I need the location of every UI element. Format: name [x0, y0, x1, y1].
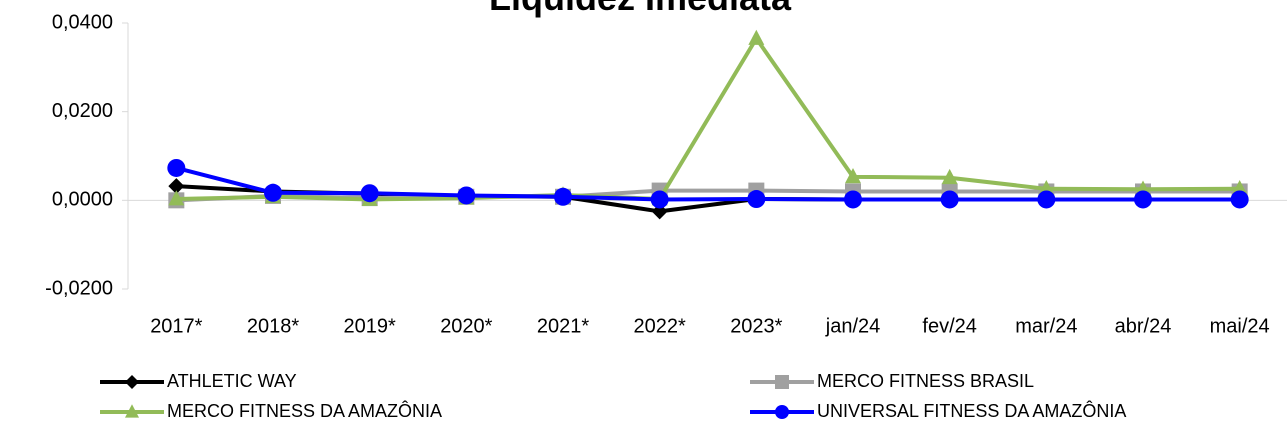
y-tick-label: 0,0000 — [52, 189, 113, 211]
y-tick-label: 0,0400 — [52, 11, 113, 33]
x-tick-label: 2019* — [344, 315, 396, 337]
marker — [941, 168, 958, 185]
legend-marker — [775, 375, 789, 389]
x-tick-label: abr/24 — [1115, 315, 1172, 337]
x-tick-label: 2023* — [730, 315, 782, 337]
x-tick-label: 2017* — [150, 315, 202, 337]
marker — [360, 184, 379, 203]
marker — [940, 190, 959, 209]
x-tick-label: jan/24 — [825, 315, 881, 337]
x-tick-label: mai/24 — [1210, 315, 1270, 337]
marker — [748, 29, 765, 45]
marker — [167, 158, 186, 177]
legend-marker — [125, 404, 139, 418]
marker — [1230, 190, 1249, 209]
marker — [650, 190, 669, 209]
y-tick-label: -0,0200 — [45, 277, 113, 299]
x-tick-label: 2020* — [440, 315, 492, 337]
legend-label: MERCO FITNESS BRASIL — [817, 371, 1034, 391]
series-line — [175, 166, 1240, 202]
marker — [168, 178, 185, 195]
marker — [168, 190, 185, 206]
marker — [845, 168, 861, 184]
marker — [1037, 190, 1056, 209]
x-tick-label: 2018* — [247, 315, 299, 337]
x-tick-label: fev/24 — [922, 315, 976, 337]
legend-marker — [125, 375, 139, 389]
legend-marker — [775, 405, 789, 419]
marker — [844, 190, 862, 209]
x-tick-label: 2021* — [537, 315, 589, 337]
x-tick-label: mar/24 — [1015, 315, 1077, 337]
legend-label: ATHLETIC WAY — [167, 371, 297, 391]
marker — [747, 190, 766, 209]
legend-label: UNIVERSAL FITNESS DA AMAZÔNIA — [817, 400, 1126, 421]
marker — [554, 187, 572, 206]
y-tick-label: 0,0200 — [52, 100, 113, 122]
series-line — [176, 36, 1240, 202]
marker — [264, 183, 282, 202]
marker — [457, 186, 476, 205]
chart-title: Liquidez Imediata — [489, 0, 792, 18]
x-tick-label: 2022* — [634, 315, 686, 337]
marker — [1134, 190, 1152, 209]
legend-label: MERCO FITNESS DA AMAZÔNIA — [167, 400, 442, 421]
